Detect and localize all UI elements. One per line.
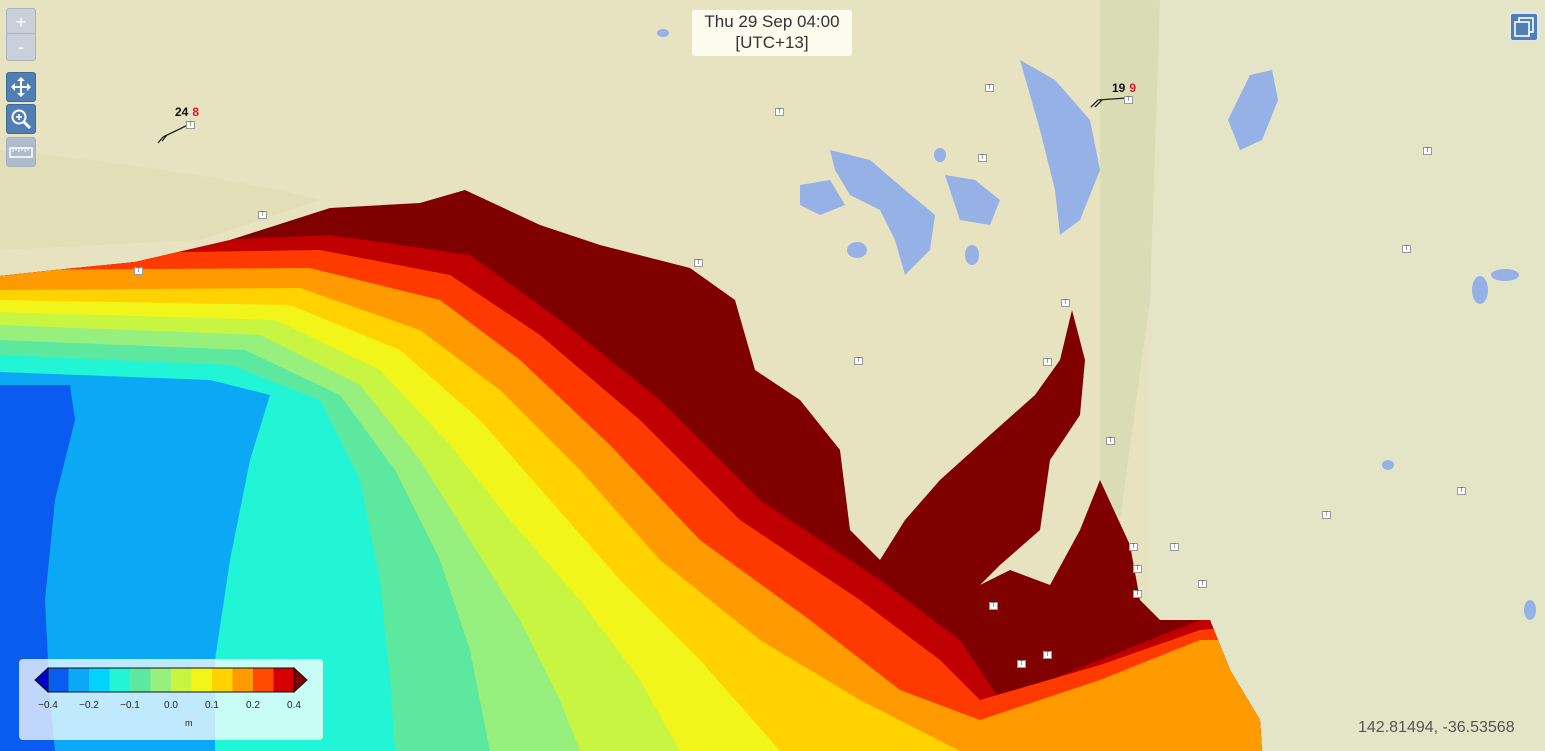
colorbar-max-arrow	[293, 666, 308, 694]
legend-tick: −0.2	[79, 700, 99, 711]
colorbar-legend: −0.4 −0.2 −0.1 0.0 0.1 0.2 0.4 m	[19, 659, 323, 740]
legend-tick: 0.2	[246, 700, 260, 711]
station-pin[interactable]: T	[258, 211, 267, 219]
station-pin[interactable]: T	[1129, 543, 1138, 551]
zoom-out-button[interactable]: -	[6, 33, 36, 61]
time-date: Thu 29 Sep 04:00	[704, 12, 840, 31]
station-pin[interactable]: T	[186, 121, 195, 129]
colorbar-segment	[89, 668, 110, 692]
station-value: 8	[192, 105, 200, 119]
colorbar-segment	[150, 668, 172, 692]
colorbar-segment	[171, 668, 192, 692]
station-pin[interactable]: T	[1061, 299, 1070, 307]
wind-speed: 19	[1112, 81, 1126, 95]
colorbar-frame	[47, 667, 295, 693]
ruler-icon	[9, 147, 33, 158]
colorbar-segment	[253, 668, 274, 692]
station-pin[interactable]: T	[1198, 580, 1207, 588]
colorbar-segment	[212, 668, 233, 692]
colorbar-segment	[273, 668, 295, 692]
station-pin[interactable]: T	[1423, 147, 1432, 155]
station-pin[interactable]: T	[1133, 565, 1142, 573]
plain-shade	[0, 150, 320, 250]
station-pin[interactable]: T	[1457, 487, 1466, 495]
wind-barbs	[157, 97, 1127, 144]
legend-tick: 0.0	[164, 700, 178, 711]
measure-tool-button[interactable]	[6, 137, 36, 167]
pan-arrows-icon	[11, 77, 31, 97]
coordinate-readout: 142.81494, -36.53568	[1358, 719, 1515, 736]
colorbar-segment	[48, 668, 69, 692]
station-pin[interactable]: T	[978, 154, 987, 162]
legend-tick: −0.1	[120, 700, 140, 711]
station-pin[interactable]: T	[694, 259, 703, 267]
time-display: Thu 29 Sep 04:00 [UTC+13]	[692, 10, 852, 56]
colorbar-min-arrow	[34, 666, 49, 694]
wind-speed: 24	[175, 105, 189, 119]
station-value: 9	[1129, 81, 1137, 95]
lakes	[657, 29, 1536, 620]
colorbar-segment	[68, 668, 90, 692]
station-pin[interactable]: T	[1133, 590, 1142, 598]
station-pin[interactable]: T	[1043, 358, 1052, 366]
legend-unit: m	[185, 718, 193, 728]
station-pin[interactable]: T	[854, 357, 863, 365]
layers-icon	[1514, 17, 1534, 37]
mountain-range	[1100, 0, 1160, 520]
colorbar-segment	[191, 668, 213, 692]
legend-tick: 0.4	[287, 700, 301, 711]
pan-tool-button[interactable]	[6, 72, 36, 102]
station-label: 24 8	[175, 105, 199, 119]
station-pin[interactable]: T	[1170, 543, 1179, 551]
station-pin[interactable]: T	[1106, 437, 1115, 445]
station-pin[interactable]: T	[1322, 511, 1331, 519]
station-pin[interactable]: T	[1017, 660, 1026, 668]
station-pin[interactable]: T	[134, 267, 143, 275]
station-pin[interactable]: T	[775, 108, 784, 116]
station-pin[interactable]: T	[1402, 245, 1411, 253]
legend-tick: −0.4	[38, 700, 58, 711]
zoom-in-button[interactable]: +	[6, 8, 36, 36]
colorbar	[34, 666, 308, 694]
station-label: 19 9	[1112, 81, 1136, 95]
legend-tick: 0.1	[205, 700, 219, 711]
magnifier-icon	[11, 109, 32, 130]
station-pin[interactable]: T	[1124, 96, 1133, 104]
layers-button[interactable]	[1509, 12, 1539, 42]
station-pin[interactable]: T	[989, 602, 998, 610]
station-pin[interactable]: T	[1043, 651, 1052, 659]
land-shade-east	[1150, 0, 1545, 751]
colorbar-segment	[109, 668, 131, 692]
station-pin[interactable]: T	[985, 84, 994, 92]
colorbar-segment	[130, 668, 151, 692]
colorbar-segment	[232, 668, 254, 692]
zoom-box-tool-button[interactable]	[6, 104, 36, 134]
time-zone: [UTC+13]	[735, 33, 809, 52]
